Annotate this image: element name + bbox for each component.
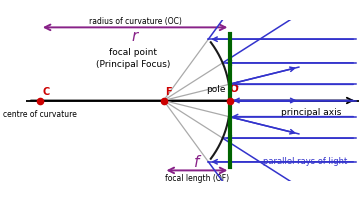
Text: C: C [42,87,49,97]
Text: F: F [165,87,171,97]
Text: focal point
(Principal Focus): focal point (Principal Focus) [96,48,171,69]
Text: r: r [132,29,138,44]
Text: focal length (OF): focal length (OF) [165,173,229,182]
Text: f: f [194,155,199,169]
Text: pole: pole [206,85,226,94]
Text: centre of curvature: centre of curvature [3,109,77,119]
Text: principal axis: principal axis [281,107,341,116]
Text: O: O [229,84,238,94]
Text: radius of curvature (OC): radius of curvature (OC) [89,17,181,26]
Text: parallel rays of light: parallel rays of light [264,157,348,166]
